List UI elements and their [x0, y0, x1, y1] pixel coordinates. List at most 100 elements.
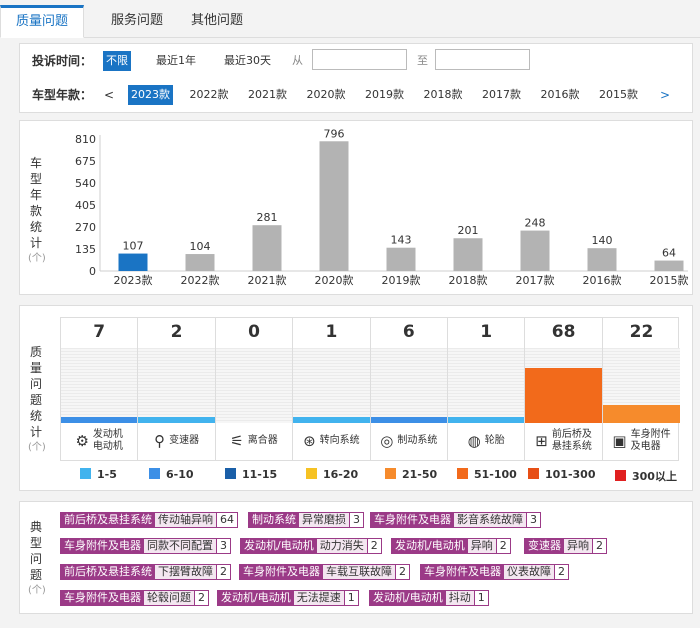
typical-issue-tag[interactable]: 发动机/电动机 动力消失 2 [240, 538, 382, 554]
y-tick-label: 675 [75, 155, 96, 168]
filter-time-row: 投诉时间： 不限 最近1年 最近30天 从 至 [20, 49, 692, 73]
legend-label: 300以上 [632, 470, 677, 483]
quality-label: 离合器 [247, 435, 278, 446]
year-bar[interactable] [654, 260, 684, 271]
x-tick-label: 2015款 [650, 273, 689, 287]
quality-side-label-char: 问 [29, 377, 42, 391]
typical-issue-tag[interactable]: 车身附件及电器 影音系统故障 3 [370, 512, 541, 528]
year-chart-unit: (个) [28, 253, 46, 264]
tab-service-issues[interactable]: 服务问题 [110, 13, 163, 28]
typical-issue-tag[interactable]: 前后桥及悬挂系统 下摆臂故障 2 [60, 564, 231, 580]
typical-issue-tag[interactable]: 发动机/电动机 无法提速 1 [217, 590, 359, 606]
time-option-unlimited[interactable]: 不限 [103, 51, 131, 71]
quality-bar-track [448, 348, 525, 423]
quality-label: 转向系统 [319, 435, 360, 446]
issue-count: 2 [216, 565, 230, 579]
quality-bar [602, 405, 681, 423]
quality-column[interactable]: 6 ◎ 制动系统 [370, 318, 448, 460]
bar-value-label: 107 [123, 240, 144, 253]
x-tick-label: 2022款 [181, 273, 220, 287]
year-option-2018[interactable]: 2018款 [423, 88, 463, 101]
quality-label: 轮胎 [484, 435, 505, 446]
issue-count: 2 [495, 539, 510, 553]
quality-column[interactable]: 2 ⚲ 变速器 [138, 318, 216, 460]
quality-bar-track [370, 348, 447, 423]
year-side-label-char: 型 [29, 172, 42, 186]
year-bar[interactable] [453, 238, 483, 271]
quality-label: 车身附件 及电器 [630, 429, 671, 452]
tab-other-issues[interactable]: 其他问题 [190, 13, 243, 28]
quality-column[interactable]: 1 ⊛ 转向系统 [293, 318, 371, 460]
issue-count: 3 [526, 513, 540, 527]
year-prev-arrow-icon[interactable]: < [104, 88, 115, 102]
year-option-2017[interactable]: 2017款 [482, 88, 521, 101]
year-option-2016[interactable]: 2016款 [540, 88, 580, 101]
quality-column[interactable]: 68 ⊞ 前后桥及 悬挂系统 [525, 318, 603, 460]
year-bar[interactable] [319, 141, 349, 271]
year-bar[interactable] [185, 254, 215, 271]
quality-count: 6 [402, 322, 415, 342]
typical-issue-tag[interactable]: 车身附件及电器 仪表故障 2 [420, 564, 569, 580]
time-option-last-30-days[interactable]: 最近30天 [224, 54, 271, 67]
typical-issue-tag[interactable]: 发动机/电动机 抖动 1 [369, 590, 489, 606]
quality-count: 68 [551, 322, 576, 342]
date-from-input[interactable] [312, 49, 407, 70]
typical-issue-tag[interactable]: 车身附件及电器 轮毂问题 2 [60, 590, 209, 606]
typical-issue-tag[interactable]: 发动机/电动机 异响 2 [391, 538, 511, 554]
quality-count: 0 [248, 322, 260, 342]
quality-label: 变速器 [169, 435, 200, 446]
quality-bar-track [138, 348, 215, 423]
bar-value-label: 143 [391, 234, 412, 247]
legend-label: 11-15 [242, 468, 278, 481]
x-tick-label: 2016款 [583, 273, 622, 287]
legend-swatch [528, 468, 539, 479]
year-option-2022[interactable]: 2022款 [189, 88, 229, 101]
issue-description: 车载互联故障 [323, 565, 395, 579]
legend-item: 11-15 [225, 468, 277, 481]
y-tick-label: 135 [75, 243, 96, 256]
tab-quality-issues[interactable]: 质量问题 [0, 5, 84, 38]
typical-side-label-char: 问 [29, 552, 42, 566]
typical-side-label: 典型问题 (个) [28, 519, 46, 599]
y-tick-label: 0 [89, 265, 96, 278]
year-bar[interactable] [252, 225, 282, 271]
year-option-2021[interactable]: 2021款 [248, 88, 287, 101]
issue-category: 发动机/电动机 [370, 591, 446, 605]
year-option-2019[interactable]: 2019款 [365, 88, 404, 101]
legend-label: 16-20 [323, 468, 359, 481]
quality-count: 2 [170, 322, 183, 342]
quality-column[interactable]: 7 ⚙ 发动机 电动机 [61, 318, 139, 460]
legend-swatch [149, 468, 160, 479]
year-option-2020[interactable]: 2020款 [306, 88, 346, 101]
year-bar[interactable] [520, 230, 550, 271]
legend-item: 21-50 [385, 468, 437, 481]
date-to-input[interactable] [435, 49, 530, 70]
issue-count: 2 [554, 565, 568, 579]
year-bar[interactable] [118, 253, 148, 271]
quality-column[interactable]: 1 ◍ 轮胎 [448, 318, 526, 460]
quality-label-row: ⚟ 离合器 [216, 424, 292, 458]
time-option-last-year[interactable]: 最近1年 [156, 54, 196, 67]
quality-column[interactable]: 0 ⚟ 离合器 [215, 318, 294, 460]
issue-category: 制动系统 [249, 513, 299, 527]
year-option-2015[interactable]: 2015款 [599, 88, 638, 101]
battery-icon: ▣ [612, 432, 627, 450]
year-side-label-char: 统 [29, 220, 42, 234]
typical-issue-tag[interactable]: 车身附件及电器 车载互联故障 2 [239, 564, 410, 580]
year-bar[interactable] [587, 248, 617, 271]
issue-category: 车身附件及电器 [61, 539, 144, 553]
bar-value-label: 140 [592, 234, 613, 247]
issue-category: 前后桥及悬挂系统 [61, 565, 155, 579]
typical-issue-tag[interactable]: 变速器 异响 2 [524, 538, 607, 554]
year-option-2023[interactable]: 2023款 [128, 85, 173, 105]
issue-category: 车身附件及电器 [421, 565, 504, 579]
quality-column[interactable]: 22 ▣ 车身附件 及电器 [602, 318, 681, 460]
typical-issue-tag[interactable]: 前后桥及悬挂系统 传动轴异响 64 [60, 512, 238, 528]
year-next-arrow-icon[interactable]: > [660, 88, 671, 102]
quality-bar [448, 417, 525, 423]
typical-issue-tag[interactable]: 制动系统 异常磨损 3 [248, 512, 364, 528]
year-filter-label: 车型年款： [32, 88, 93, 102]
typical-issue-tag[interactable]: 车身附件及电器 同款不同配置 3 [60, 538, 231, 554]
year-bar[interactable] [386, 247, 416, 271]
